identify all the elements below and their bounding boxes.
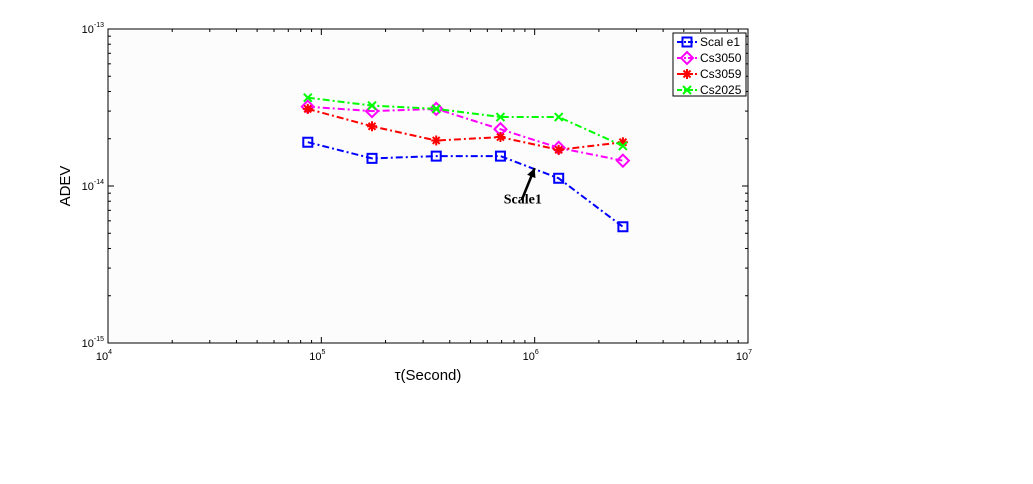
x-tick-label: 104 <box>96 349 112 363</box>
square-marker <box>553 172 565 184</box>
x-tick-label: 105 <box>309 349 325 363</box>
legend-item: Cs2025 <box>677 83 742 97</box>
diamond-marker <box>679 50 695 66</box>
legend-item: Cs3050 <box>677 50 742 66</box>
star-marker <box>495 132 506 143</box>
y-tick-label: 10-15 <box>82 336 104 350</box>
star-marker <box>367 121 378 132</box>
square-marker <box>494 150 506 162</box>
x-tick-label: 106 <box>523 349 539 363</box>
series-scal-e1 <box>302 136 629 233</box>
diamond-marker <box>615 153 631 169</box>
series-line <box>307 107 624 151</box>
x-tick-label: 107 <box>736 349 752 363</box>
legend: Scal e1 Cs3050 Cs3059 Cs2025 <box>672 32 747 97</box>
annotation-label: Scale1 <box>504 193 542 208</box>
star-marker <box>431 135 442 146</box>
square-marker <box>681 36 693 48</box>
y-axis-label: ADEV <box>57 166 74 207</box>
x-marker <box>303 93 313 103</box>
series-line <box>307 96 624 147</box>
x-marker <box>495 112 506 122</box>
y-tick-label: 10-14 <box>82 179 104 193</box>
square-marker <box>302 136 314 148</box>
square-marker <box>366 152 378 164</box>
x-marker <box>553 112 564 122</box>
series-line <box>307 141 624 228</box>
legend-label: Cs3059 <box>700 67 742 81</box>
annotation-arrowhead <box>527 168 536 179</box>
x-marker <box>682 85 692 95</box>
legend-item: Scal e1 <box>677 35 740 49</box>
legend-label: Cs2025 <box>700 83 742 97</box>
x-marker <box>618 141 628 151</box>
series-cs3059 <box>302 103 628 155</box>
star-marker <box>682 69 692 79</box>
x-marker <box>431 104 441 114</box>
star-marker <box>553 144 564 155</box>
star-marker <box>302 103 313 114</box>
square-marker <box>430 150 442 162</box>
y-tick-label: 10-13 <box>82 22 104 36</box>
legend-label: Scal e1 <box>700 35 740 49</box>
star-marker <box>617 137 628 148</box>
legend-box <box>672 32 747 97</box>
legend-label: Cs3050 <box>700 51 742 65</box>
series-cs2025 <box>303 93 628 151</box>
diamond-marker <box>428 101 444 117</box>
plot-area <box>107 28 749 344</box>
x-axis-label: τ(Second) <box>395 367 462 384</box>
legend-item: Cs3059 <box>677 67 742 81</box>
x-marker <box>367 100 377 111</box>
square-marker <box>617 221 629 233</box>
